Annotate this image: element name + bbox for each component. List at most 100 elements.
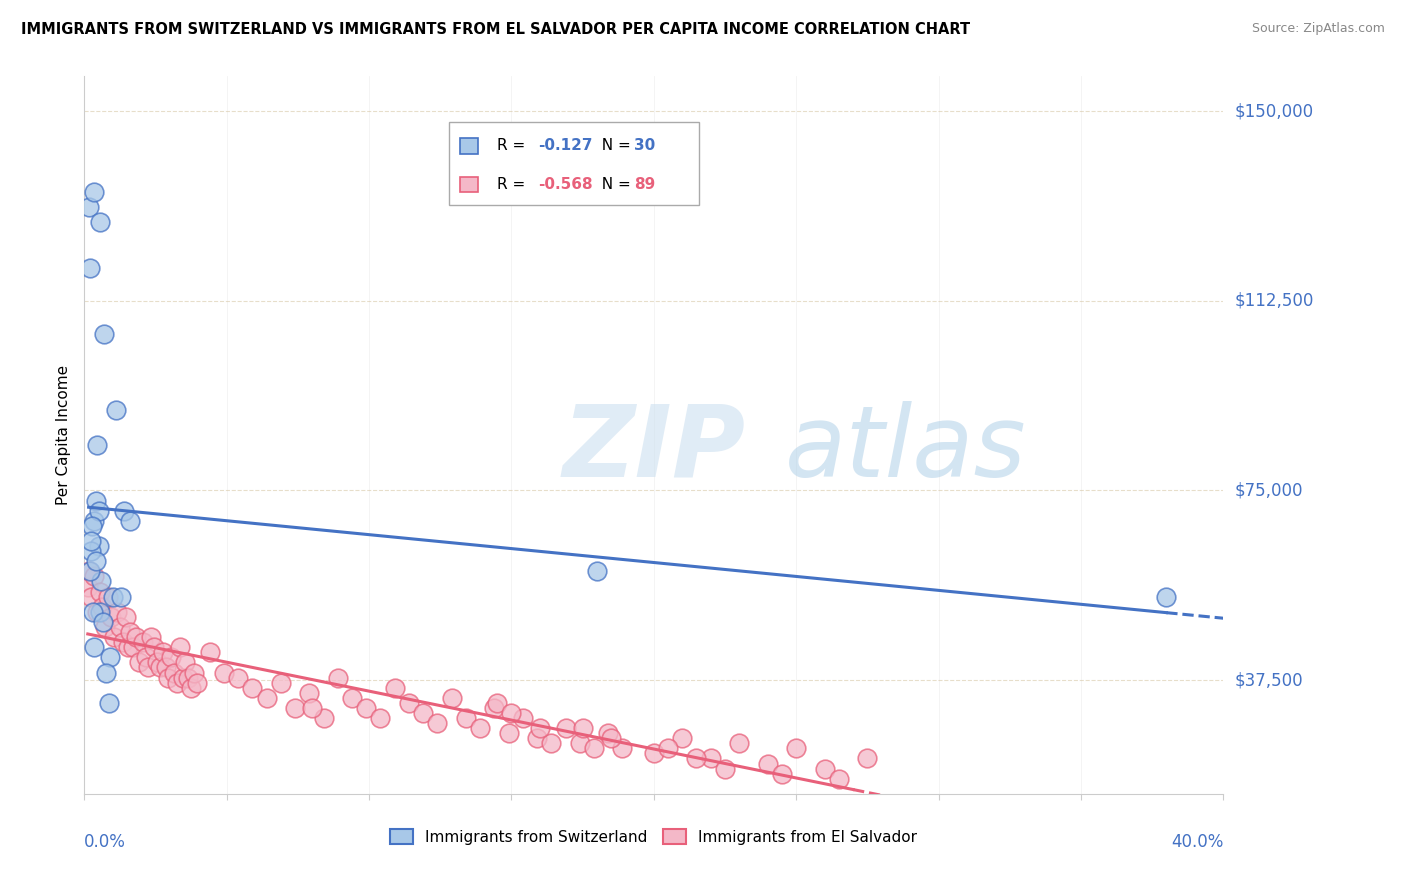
Point [340,690,363,705]
Point [112,504,135,518]
Point [568,736,591,750]
Point [700,751,723,765]
Point [298,686,321,700]
Point [87,539,110,553]
Text: $75,000: $75,000 [1234,482,1303,500]
Point [135,650,157,665]
Point [82,519,104,533]
Point [728,736,751,750]
Point [132,635,155,649]
Point [714,762,737,776]
Point [326,671,349,685]
Text: 89: 89 [634,177,655,192]
Point [685,751,707,765]
Point [384,681,406,695]
Point [756,756,779,771]
Point [186,675,208,690]
Point [104,402,127,417]
Point [98,650,121,665]
Point [117,640,139,655]
FancyBboxPatch shape [449,122,699,205]
Point [84,493,107,508]
Point [312,711,335,725]
Point [97,696,120,710]
Point [498,726,520,740]
Text: R =: R = [496,177,530,192]
Point [554,721,576,735]
Point [468,721,491,735]
Point [83,569,105,583]
Point [120,625,142,640]
Text: R =: R = [496,138,530,153]
Point [643,747,665,761]
Point [177,671,200,685]
Point [77,200,100,214]
Point [79,534,101,549]
Point [108,620,131,634]
Point [226,671,249,685]
Point [152,645,174,659]
Text: -0.127: -0.127 [537,138,592,153]
Point [785,741,807,756]
Point [657,741,679,756]
Text: 30: 30 [634,138,655,153]
Text: 0.0%: 0.0% [84,833,127,851]
Point [86,605,108,619]
Point [83,514,105,528]
Point [454,711,477,725]
Point [86,438,108,452]
Point [270,675,292,690]
Point [110,590,132,604]
Point [671,731,693,746]
Point [80,590,103,604]
Point [180,681,202,695]
Point [512,711,534,725]
Point [100,610,122,624]
Text: N =: N = [592,138,636,153]
Point [828,772,851,786]
Point [529,721,551,735]
Point [157,671,180,685]
Point [89,605,111,619]
Point [138,660,160,674]
Point [149,660,172,674]
Point [111,635,134,649]
Point [174,656,197,670]
Point [118,514,141,528]
Point [79,260,101,275]
Text: 40.0%: 40.0% [1171,833,1223,851]
Point [370,711,392,725]
Point [79,565,101,579]
Text: -0.568: -0.568 [537,177,592,192]
Point [301,701,323,715]
Point [571,721,593,735]
Point [93,326,115,341]
Text: $150,000: $150,000 [1234,103,1313,120]
Point [501,706,523,720]
Text: IMMIGRANTS FROM SWITZERLAND VS IMMIGRANTS FROM EL SALVADOR PER CAPITA INCOME COR: IMMIGRANTS FROM SWITZERLAND VS IMMIGRANT… [21,22,970,37]
Point [169,640,191,655]
FancyBboxPatch shape [460,137,478,153]
Point [212,665,235,680]
Point [354,701,377,715]
Point [600,731,623,746]
Point [540,736,562,750]
Point [166,675,188,690]
Point [94,665,117,680]
Text: ZIP: ZIP [562,401,745,498]
Text: Source: ZipAtlas.com: Source: ZipAtlas.com [1251,22,1385,36]
Point [586,565,609,579]
Point [856,751,879,765]
Point [79,565,101,579]
Point [412,706,434,720]
Point [91,615,114,629]
Point [146,656,169,670]
Text: $37,500: $37,500 [1234,671,1303,690]
Point [770,766,793,780]
Point [76,580,98,594]
Point [97,590,120,604]
Point [83,185,105,199]
Y-axis label: Per Capita Income: Per Capita Income [56,365,72,505]
Text: N =: N = [592,177,636,192]
Point [114,610,136,624]
